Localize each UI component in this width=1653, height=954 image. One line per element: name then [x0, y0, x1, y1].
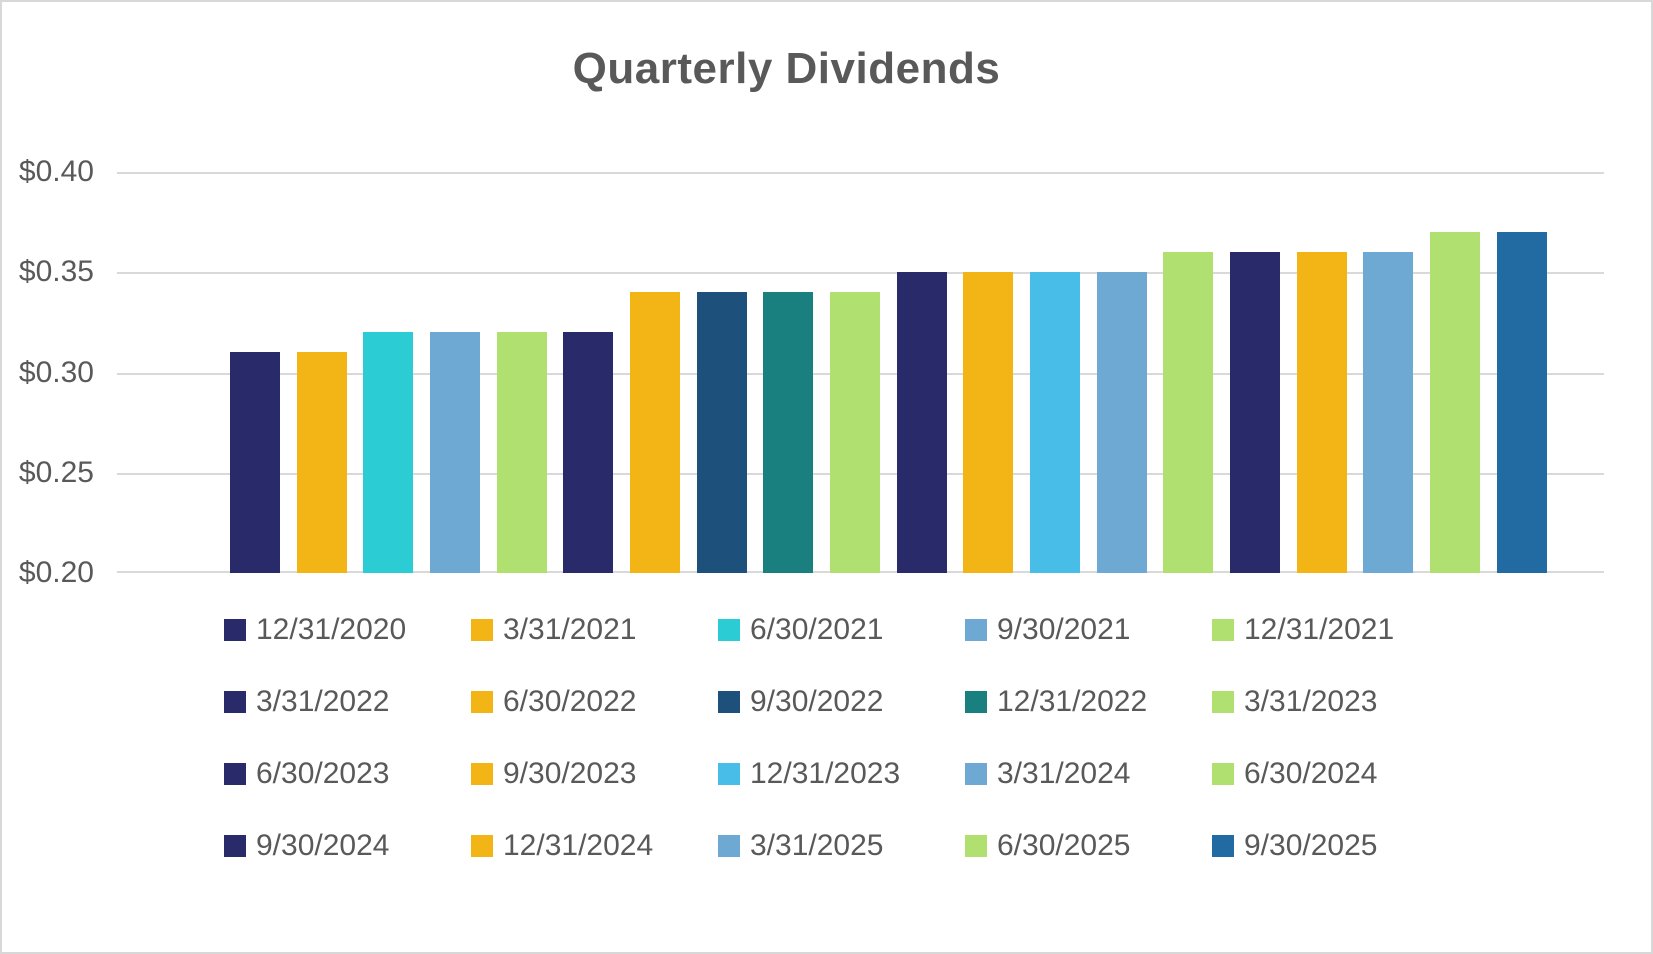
- legend-item[interactable]: 12/31/2023: [718, 757, 965, 791]
- legend-item[interactable]: 3/31/2025: [718, 829, 965, 863]
- y-axis-tick-label: $0.25: [18, 456, 94, 489]
- legend-swatch: [718, 691, 740, 713]
- legend-item[interactable]: 12/31/2022: [965, 685, 1212, 719]
- legend-swatch: [965, 835, 987, 857]
- legend-item[interactable]: 9/30/2023: [471, 757, 718, 791]
- legend-item[interactable]: 9/30/2021: [965, 613, 1212, 647]
- bar-12-31-2024[interactable]: [1296, 252, 1347, 573]
- legend-swatch: [965, 763, 987, 785]
- legend-swatch: [1212, 619, 1234, 641]
- legend-label: 3/31/2023: [1244, 685, 1378, 718]
- legend-swatch: [718, 619, 740, 641]
- bar-12-31-2021[interactable]: [496, 332, 547, 573]
- y-axis-tick-label: $0.20: [18, 556, 94, 589]
- bar-6-30-2021[interactable]: [363, 332, 414, 573]
- bar-9-30-2025[interactable]: [1496, 232, 1547, 573]
- y-axis-tick-label: $0.40: [18, 155, 94, 188]
- legend-label: 12/31/2023: [750, 757, 901, 790]
- plot-area: [117, 172, 1604, 573]
- bar-3-31-2021[interactable]: [296, 352, 347, 573]
- bar-12-31-2022[interactable]: [763, 292, 814, 573]
- bar-6-30-2024[interactable]: [1163, 252, 1214, 573]
- bar-6-30-2025[interactable]: [1430, 232, 1481, 573]
- legend-swatch: [1212, 691, 1234, 713]
- legend-swatch: [718, 835, 740, 857]
- bar-9-30-2022[interactable]: [696, 292, 747, 573]
- legend-item[interactable]: 9/30/2022: [718, 685, 965, 719]
- legend-item[interactable]: 12/31/2024: [471, 829, 718, 863]
- legend-swatch: [224, 619, 246, 641]
- legend-item[interactable]: 9/30/2025: [1212, 829, 1459, 863]
- legend-label: 9/30/2022: [750, 685, 884, 718]
- y-axis-tick-label: $0.35: [18, 255, 94, 288]
- legend-swatch: [1212, 835, 1234, 857]
- legend-swatch: [224, 835, 246, 857]
- gridline: [117, 272, 1604, 274]
- legend-item[interactable]: 6/30/2024: [1212, 757, 1459, 791]
- legend-label: 3/31/2021: [503, 613, 637, 646]
- chart-title: Quarterly Dividends: [572, 44, 1001, 93]
- legend-swatch: [1212, 763, 1234, 785]
- bar-6-30-2023[interactable]: [896, 272, 947, 573]
- legend: 12/31/2020 3/31/2021 6/30/2021 9/30/2021 12/…: [224, 594, 1459, 882]
- legend-swatch: [224, 763, 246, 785]
- legend-label: 9/30/2023: [503, 757, 637, 790]
- bars-group: [230, 172, 1547, 573]
- legend-label: 12/31/2020: [256, 613, 407, 646]
- legend-swatch: [718, 763, 740, 785]
- legend-label: 9/30/2024: [256, 829, 390, 862]
- legend-item[interactable]: 12/31/2021: [1212, 613, 1459, 647]
- legend-label: 6/30/2025: [997, 829, 1131, 862]
- legend-swatch: [471, 835, 493, 857]
- bar-9-30-2023[interactable]: [963, 272, 1014, 573]
- legend-swatch: [965, 619, 987, 641]
- legend-swatch: [965, 691, 987, 713]
- legend-item[interactable]: 9/30/2024: [224, 829, 471, 863]
- legend-item[interactable]: 3/31/2024: [965, 757, 1212, 791]
- legend-label: 6/30/2024: [1244, 757, 1378, 790]
- y-axis-tick-label: $0.30: [18, 356, 94, 389]
- legend-label: 9/30/2025: [1244, 829, 1378, 862]
- legend-item[interactable]: 6/30/2023: [224, 757, 471, 791]
- legend-label: 12/31/2022: [997, 685, 1148, 718]
- legend-item[interactable]: 6/30/2022: [471, 685, 718, 719]
- gridline: [117, 172, 1604, 174]
- legend-item[interactable]: 6/30/2025: [965, 829, 1212, 863]
- bar-9-30-2021[interactable]: [430, 332, 481, 573]
- legend-item[interactable]: 12/31/2020: [224, 613, 471, 647]
- bar-3-31-2023[interactable]: [830, 292, 881, 573]
- legend-swatch: [471, 763, 493, 785]
- legend-label: 12/31/2024: [503, 829, 654, 862]
- legend-label: 3/31/2025: [750, 829, 884, 862]
- legend-label: 3/31/2024: [997, 757, 1131, 790]
- legend-label: 9/30/2021: [997, 613, 1131, 646]
- legend-item[interactable]: 3/31/2023: [1212, 685, 1459, 719]
- legend-item[interactable]: 3/31/2022: [224, 685, 471, 719]
- legend-label: 6/30/2023: [256, 757, 390, 790]
- bar-6-30-2022[interactable]: [630, 292, 681, 573]
- legend-swatch: [224, 691, 246, 713]
- bar-12-31-2020[interactable]: [230, 352, 280, 573]
- bar-9-30-2024[interactable]: [1230, 252, 1281, 573]
- bar-3-31-2024[interactable]: [1096, 272, 1147, 573]
- bar-3-31-2022[interactable]: [563, 332, 614, 573]
- legend-label: 6/30/2022: [503, 685, 637, 718]
- legend-item[interactable]: 6/30/2021: [718, 613, 965, 647]
- legend-item[interactable]: 3/31/2021: [471, 613, 718, 647]
- legend-label: 12/31/2021: [1244, 613, 1395, 646]
- legend-swatch: [471, 619, 493, 641]
- legend-swatch: [471, 691, 493, 713]
- legend-label: 3/31/2022: [256, 685, 390, 718]
- bar-12-31-2023[interactable]: [1030, 272, 1081, 573]
- legend-label: 6/30/2021: [750, 613, 884, 646]
- bar-3-31-2025[interactable]: [1363, 252, 1414, 573]
